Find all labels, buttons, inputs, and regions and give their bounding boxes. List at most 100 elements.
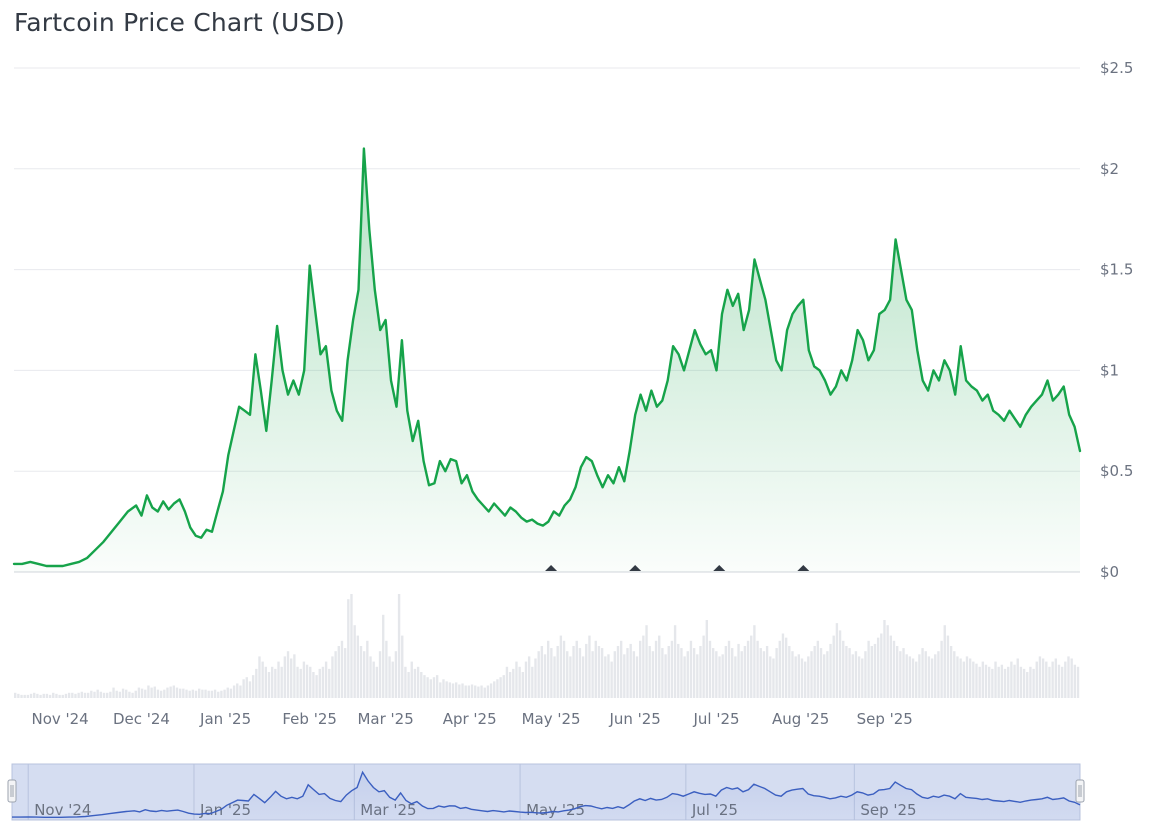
volume-bar — [921, 648, 924, 698]
volume-bar — [388, 656, 391, 698]
volume-bar — [33, 692, 36, 698]
volume-bar — [1026, 672, 1029, 698]
volume-bar — [927, 656, 931, 698]
volume-bar — [623, 654, 626, 698]
volume-bar — [626, 648, 629, 698]
volume-bar — [911, 658, 915, 698]
volume-bar — [290, 658, 293, 698]
volume-bar — [324, 661, 328, 698]
volume-bar — [946, 635, 950, 698]
volume-bar — [106, 692, 109, 698]
price-line[interactable] — [12, 147, 1082, 568]
event-marker-icon[interactable] — [629, 565, 642, 571]
volume-bar — [861, 658, 864, 698]
volume-bar — [540, 646, 544, 698]
navigator-handle-left[interactable] — [7, 779, 17, 803]
volume-bar — [1038, 656, 1042, 698]
volume-bar — [236, 683, 239, 698]
volume-bar — [689, 640, 693, 698]
handle-grip-icon[interactable] — [7, 779, 17, 803]
volume-bar — [1003, 668, 1007, 698]
event-markers[interactable] — [545, 565, 810, 571]
volume-bar — [191, 689, 195, 698]
volume-bar — [715, 651, 718, 698]
volume-bar — [559, 635, 563, 698]
volume-bar — [591, 651, 594, 698]
navigator-area — [12, 772, 1080, 820]
volume-bar — [242, 679, 245, 698]
x-tick-label: Dec '24 — [113, 710, 170, 728]
volume-bar — [781, 633, 785, 698]
volume-bar — [286, 651, 290, 698]
event-marker-icon[interactable] — [797, 565, 810, 571]
volume-bar — [851, 654, 854, 698]
volume-bar — [74, 693, 77, 698]
volume-bar — [251, 675, 255, 698]
volume-bar — [413, 668, 417, 698]
volume-bar — [309, 666, 312, 698]
x-tick-label: May '25 — [522, 710, 581, 728]
volume-bar — [474, 685, 477, 698]
handle-grip-icon[interactable] — [1075, 779, 1085, 803]
volume-bar — [175, 687, 179, 698]
volume-bar — [769, 656, 772, 698]
volume-bar — [93, 691, 96, 698]
volume-bar — [658, 635, 661, 698]
volume-bar — [784, 637, 788, 698]
volume-bar — [1000, 664, 1004, 698]
volume-bar — [156, 689, 160, 698]
volume-bar — [118, 691, 122, 698]
volume-bar — [102, 692, 106, 698]
volume-bar — [328, 668, 331, 698]
volume-bar — [816, 640, 820, 698]
volume-bar — [109, 691, 112, 698]
volume-bar — [407, 672, 410, 698]
volume-bar — [169, 686, 172, 698]
volume-bar — [800, 658, 804, 698]
volume-bar — [77, 692, 80, 698]
volume-bar — [581, 656, 585, 698]
volume-bar — [810, 651, 813, 698]
volume-bar — [588, 635, 591, 698]
volume-bar — [125, 689, 128, 698]
volume-bar — [978, 666, 981, 698]
volume-bar — [718, 656, 721, 698]
volume-bar — [705, 620, 709, 698]
volume-bar — [305, 664, 309, 698]
event-marker-icon[interactable] — [713, 565, 726, 571]
volume-bar — [340, 640, 344, 698]
volume-bar — [429, 679, 432, 698]
volume-bar — [699, 646, 702, 698]
volume-bar — [937, 651, 940, 698]
volume-bar — [458, 684, 461, 698]
volume-bar — [997, 666, 1000, 698]
x-axis-ticks: Nov '24 Dec '24 Jan '25 Feb '25 Mar '25 Apr '… — [31, 710, 912, 728]
event-marker-icon[interactable] — [545, 565, 558, 571]
volume-bar — [20, 694, 23, 698]
volume-bar — [987, 666, 991, 698]
volume-bar — [255, 668, 258, 698]
volume-bar — [1032, 668, 1035, 698]
navigator-handle-right[interactable] — [1075, 779, 1085, 803]
volume-bar — [52, 692, 55, 698]
y-tick-label: $2 — [1100, 160, 1119, 178]
volume-bar — [223, 689, 226, 698]
volume-bar — [280, 666, 283, 698]
volume-bar — [873, 643, 877, 698]
volume-bar — [835, 623, 839, 698]
volume-bar — [991, 668, 994, 698]
x-tick-label: Sep '25 — [857, 710, 913, 728]
volume-bar — [537, 651, 540, 698]
volume-bar — [762, 651, 766, 698]
volume-bar — [965, 656, 969, 698]
volume-bar — [829, 643, 832, 698]
volume-bar — [1029, 666, 1032, 698]
volume-bar — [159, 690, 163, 698]
volume-bar — [201, 689, 204, 698]
volume-bar — [198, 688, 201, 698]
volume-bar — [229, 688, 233, 698]
volume-bar — [870, 646, 873, 698]
volume-bar — [1060, 666, 1064, 698]
